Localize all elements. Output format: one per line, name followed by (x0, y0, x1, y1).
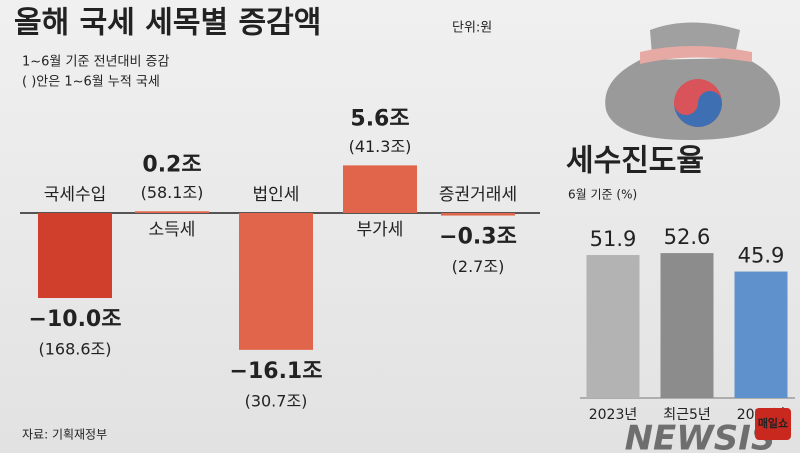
bar (734, 271, 788, 398)
category-label: 소득세 (149, 220, 196, 240)
bar (586, 255, 640, 398)
cumulative-label: (168.6조) (38, 340, 111, 359)
value-label: 52.6 (664, 225, 711, 249)
category-label: 최근5년 (663, 407, 711, 423)
subtitle: 6월 기준 (%) (568, 188, 637, 202)
cumulative-label: (41.3조) (349, 137, 412, 156)
bar (135, 211, 209, 213)
value-label: −10.0조 (29, 307, 122, 332)
money-bag-icon (605, 22, 781, 140)
bar (343, 165, 417, 213)
cumulative-label: (2.7조) (452, 257, 505, 276)
note: ( )안은 1~6월 누적 국세 (22, 75, 160, 90)
bar (441, 213, 515, 216)
bar (38, 213, 112, 298)
value-label: 45.9 (738, 244, 785, 268)
badge-text: 매일쇼 (758, 416, 788, 430)
bar (660, 253, 714, 398)
category-label: 2023년 (589, 407, 638, 423)
value-label: −0.3조 (439, 225, 517, 250)
subtitle: 1~6월 기준 전년대비 증감 (22, 55, 170, 70)
unit: 단위:원 (452, 21, 492, 36)
value-label: 5.6조 (350, 106, 409, 131)
watermark: NEWSIS (625, 419, 776, 453)
chart-title: 세수진도율 (566, 144, 704, 179)
cumulative-label: (30.7조) (245, 391, 308, 410)
chart-title: 올해 국세 세목별 증감액 (14, 6, 321, 41)
value-label: 51.9 (590, 227, 637, 251)
cumulative-label: (58.1조) (141, 183, 204, 202)
category-label: 법인세 (253, 185, 300, 205)
category-label: 국세수입 (44, 185, 107, 205)
bar (239, 213, 313, 350)
value-label: 0.2조 (142, 152, 201, 177)
source: 자료: 기획재정부 (22, 428, 107, 442)
category-label: 증권거래세 (439, 185, 517, 205)
value-label: −16.1조 (230, 359, 323, 384)
badge (755, 408, 791, 440)
category-label: 부가세 (357, 220, 404, 240)
